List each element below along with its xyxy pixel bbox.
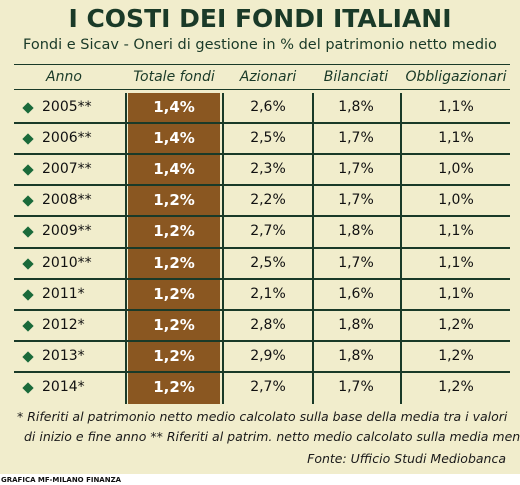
cell-obbligazionari: 1,2% bbox=[438, 347, 474, 364]
graphic-credit: GRAFICA MF-MILANO FINANZA bbox=[1, 476, 122, 484]
cell-total: 1,2% bbox=[153, 377, 195, 396]
row-separator bbox=[14, 246, 510, 249]
cell-azionari: 2,5% bbox=[250, 254, 286, 271]
cell-azionari: 2,2% bbox=[250, 192, 286, 209]
cell-total: 1,4% bbox=[153, 98, 195, 116]
cell-year: 2005** bbox=[42, 99, 92, 115]
source-note: Fonte: Ufficio Studi Mediobanca bbox=[307, 451, 506, 466]
column-header-obbligazionari: Obbligazionari bbox=[405, 69, 507, 85]
chart-subtitle: Fondi e Sicav - Oneri di gestione in % d… bbox=[23, 37, 497, 53]
cell-year: 2007** bbox=[42, 161, 92, 178]
row-separator bbox=[14, 277, 510, 280]
cell-total: 1,2% bbox=[153, 315, 195, 334]
cell-year: 2010** bbox=[42, 254, 92, 271]
diamond-icon bbox=[22, 288, 34, 301]
column-separator bbox=[312, 93, 314, 404]
cell-bilanciati: 1,8% bbox=[338, 347, 374, 364]
cell-obbligazionari: 1,1% bbox=[438, 223, 474, 240]
column-header-bilanciati: Bilanciati bbox=[323, 69, 389, 85]
diamond-icon bbox=[22, 133, 34, 145]
cell-bilanciati: 1,7% bbox=[338, 130, 374, 147]
cell-obbligazionari: 1,2% bbox=[438, 316, 474, 333]
cell-total: 1,2% bbox=[153, 346, 195, 365]
diamond-icon bbox=[22, 226, 34, 239]
cell-bilanciati: 1,8% bbox=[338, 223, 374, 240]
cell-azionari: 2,6% bbox=[250, 99, 286, 115]
row-separator bbox=[14, 215, 510, 218]
cell-bilanciati: 1,7% bbox=[338, 378, 374, 395]
cell-year: 2014* bbox=[42, 378, 85, 395]
header-bottom-rule bbox=[14, 89, 510, 90]
cell-obbligazionari: 1,1% bbox=[438, 99, 474, 115]
cell-bilanciati: 1,6% bbox=[338, 285, 374, 302]
diamond-icon bbox=[22, 102, 34, 114]
cell-obbligazionari: 1,0% bbox=[438, 192, 474, 209]
cell-bilanciati: 1,7% bbox=[338, 254, 374, 271]
row-separator bbox=[14, 339, 510, 342]
diamond-icon bbox=[22, 257, 34, 270]
cell-total: 1,2% bbox=[153, 222, 195, 241]
column-header-total: Totale fondi bbox=[133, 69, 215, 85]
row-separator bbox=[14, 153, 510, 156]
footnote-1: * Riferiti al patrimonio netto medio cal… bbox=[17, 409, 508, 424]
column-header-year: Anno bbox=[46, 69, 82, 85]
cell-bilanciati: 1,8% bbox=[338, 316, 374, 333]
chart-title: I COSTI DEI FONDI ITALIANI bbox=[68, 4, 452, 33]
footnote-2: di inizio e fine anno ** Riferiti al pat… bbox=[24, 429, 520, 444]
cell-year: 2009** bbox=[42, 223, 92, 240]
column-header-azionari: Azionari bbox=[239, 69, 297, 85]
diamond-icon bbox=[22, 164, 34, 176]
cell-azionari: 2,7% bbox=[250, 223, 286, 240]
column-separator bbox=[222, 93, 224, 404]
cell-total: 1,2% bbox=[153, 191, 195, 210]
cell-year: 2008** bbox=[42, 192, 92, 209]
cell-total: 1,2% bbox=[153, 284, 195, 303]
cell-bilanciati: 1,7% bbox=[338, 192, 374, 209]
cell-total: 1,2% bbox=[153, 253, 195, 272]
cell-obbligazionari: 1,1% bbox=[438, 285, 474, 302]
row-separator bbox=[14, 370, 510, 373]
cell-year: 2011* bbox=[42, 285, 85, 302]
cell-year: 2006** bbox=[42, 130, 92, 147]
cell-obbligazionari: 1,0% bbox=[438, 161, 474, 178]
cell-azionari: 2,5% bbox=[250, 130, 286, 147]
cell-azionari: 2,1% bbox=[250, 285, 286, 302]
column-separator bbox=[125, 93, 127, 404]
cell-total: 1,4% bbox=[153, 129, 195, 148]
cell-azionari: 2,9% bbox=[250, 347, 286, 364]
diamond-icon bbox=[22, 382, 34, 394]
cell-azionari: 2,7% bbox=[250, 378, 286, 395]
cell-obbligazionari: 1,1% bbox=[438, 130, 474, 147]
cell-obbligazionari: 1,2% bbox=[438, 378, 474, 395]
cell-total: 1,4% bbox=[153, 160, 195, 179]
row-separator bbox=[14, 122, 510, 125]
chart-panel: I COSTI DEI FONDI ITALIANI Fondi e Sicav… bbox=[0, 0, 520, 474]
highlight-column-fill bbox=[128, 93, 220, 404]
cell-azionari: 2,8% bbox=[250, 316, 286, 333]
cell-year: 2013* bbox=[42, 347, 85, 364]
cell-year: 2012* bbox=[42, 316, 85, 333]
diamond-icon bbox=[22, 351, 34, 363]
diamond-icon bbox=[22, 320, 34, 332]
cell-azionari: 2,3% bbox=[250, 161, 286, 178]
diamond-icon bbox=[22, 195, 34, 207]
header-top-rule bbox=[14, 64, 510, 65]
cell-bilanciati: 1,7% bbox=[338, 161, 374, 178]
cell-obbligazionari: 1,1% bbox=[438, 254, 474, 271]
row-separator bbox=[14, 184, 510, 187]
row-separator bbox=[14, 308, 510, 311]
column-separator bbox=[400, 93, 402, 404]
cell-bilanciati: 1,8% bbox=[338, 99, 374, 115]
